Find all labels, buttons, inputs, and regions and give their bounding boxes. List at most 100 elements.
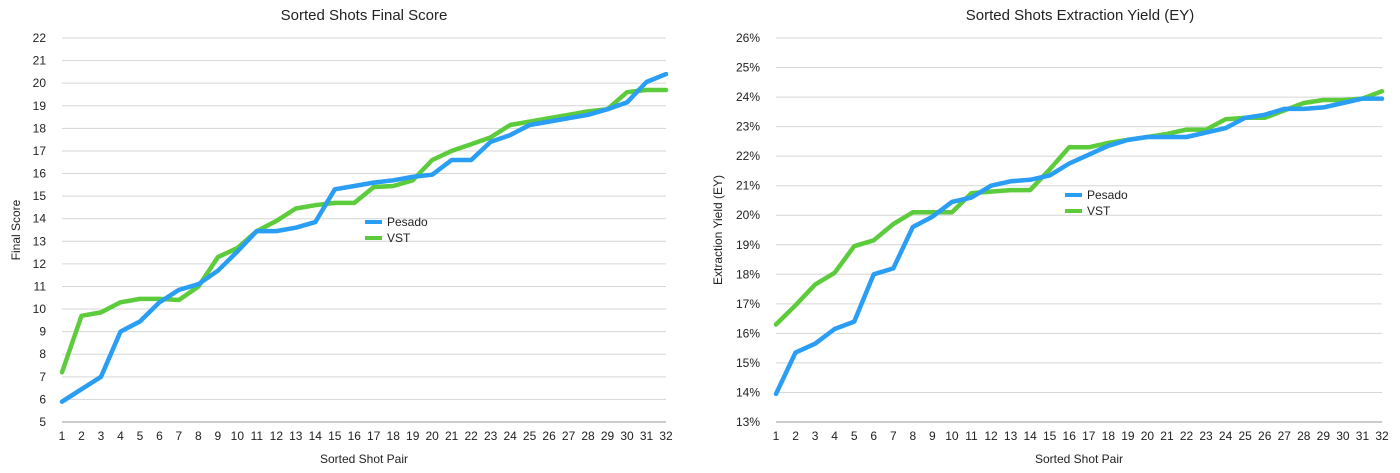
x-tick-label: 11: [965, 429, 978, 443]
y-tick-label: 19: [33, 99, 47, 113]
x-tick-label: 32: [1375, 429, 1389, 443]
x-tick-label: 12: [270, 429, 284, 443]
x-tick-label: 23: [1199, 429, 1213, 443]
y-tick-label: 15: [33, 189, 47, 203]
x-tick-label: 18: [1102, 429, 1116, 443]
x-tick-label: 11: [251, 429, 264, 443]
x-tick-label: 19: [406, 429, 420, 443]
x-tick-label: 24: [503, 429, 517, 443]
y-tick-label: 25%: [736, 61, 760, 75]
x-tick-label: 28: [581, 429, 595, 443]
x-tick-label: 20: [1141, 429, 1155, 443]
y-tick-label: 22: [33, 31, 47, 45]
x-tick-label: 7: [176, 429, 183, 443]
legend-label-pesado: Pesado: [387, 215, 428, 229]
series-line-pesado: [59, 71, 669, 404]
x-tick-label: 30: [1336, 429, 1350, 443]
x-tick-label: 8: [909, 429, 916, 443]
x-tick-label: 21: [445, 429, 459, 443]
y-tick-label: 13: [33, 234, 47, 248]
x-tick-label: 9: [929, 429, 936, 443]
x-tick-label: 10: [945, 429, 959, 443]
x-tick-label: 31: [640, 429, 654, 443]
x-tick-label: 2: [792, 429, 799, 443]
legend-label-vst: VST: [387, 231, 411, 245]
y-tick-label: 26%: [736, 31, 760, 45]
y-tick-label: 21%: [736, 179, 760, 193]
series-line-vst: [59, 87, 669, 375]
x-tick-label: 15: [1043, 429, 1057, 443]
x-tick-label: 3: [812, 429, 819, 443]
x-tick-label: 6: [156, 429, 163, 443]
x-tick-label: 7: [890, 429, 897, 443]
x-tick-label: 10: [231, 429, 245, 443]
x-tick-label: 16: [1063, 429, 1077, 443]
x-tick-label: 19: [1121, 429, 1135, 443]
series-line-pesado: [773, 96, 1385, 397]
y-tick-label: 24%: [736, 90, 760, 104]
legend-label-pesado: Pesado: [1087, 188, 1128, 202]
x-tick-label: 2: [78, 429, 85, 443]
x-tick-label: 3: [98, 429, 105, 443]
chart-title: Sorted Shots Extraction Yield (EY): [966, 7, 1194, 24]
y-tick-label: 16: [33, 167, 47, 181]
y-axis-label: Extraction Yield (EY): [711, 175, 725, 285]
x-tick-label: 1: [59, 429, 66, 443]
y-tick-label: 20%: [736, 208, 760, 222]
x-tick-label: 17: [1082, 429, 1096, 443]
extraction-yield-chart: Sorted Shots Extraction Yield (EY) 13% 14%…: [711, 7, 1389, 466]
x-tick-label: 16: [348, 429, 362, 443]
x-tick-label: 29: [1317, 429, 1331, 443]
x-tick-label: 26: [542, 429, 556, 443]
x-tick-label: 32: [659, 429, 673, 443]
y-tick-label: 18: [33, 121, 47, 135]
y-tick-label: 14: [33, 212, 47, 226]
y-tick-label: 11: [34, 279, 47, 293]
y-tick-label: 15%: [736, 356, 760, 370]
x-tick-label: 25: [1238, 429, 1252, 443]
x-tick-label: 28: [1297, 429, 1311, 443]
x-tick-label: 4: [831, 429, 838, 443]
y-tick-label: 12: [33, 257, 47, 271]
y-axis-label: Final Score: [9, 199, 23, 260]
y-tick-label: 6: [39, 392, 46, 406]
x-tick-label: 4: [117, 429, 124, 443]
x-axis-label: Sorted Shot Pair: [1035, 452, 1123, 466]
x-tick-label: 5: [137, 429, 144, 443]
x-tick-label: 15: [328, 429, 342, 443]
y-tick-label: 17: [33, 144, 47, 158]
y-tick-label: 23%: [736, 120, 760, 134]
x-tick-label: 13: [1004, 429, 1018, 443]
x-tick-label: 31: [1356, 429, 1370, 443]
y-tick-label: 19%: [736, 238, 760, 252]
y-tick-label: 7: [39, 370, 46, 384]
y-tick-label: 5: [39, 415, 46, 429]
y-tick-label: 17%: [736, 297, 760, 311]
x-tick-label: 21: [1160, 429, 1174, 443]
y-tick-label: 18%: [736, 267, 760, 281]
x-tick-label: 23: [484, 429, 498, 443]
y-tick-label: 16%: [736, 326, 760, 340]
x-tick-label: 30: [620, 429, 634, 443]
x-tick-label: 26: [1258, 429, 1272, 443]
y-tick-label: 13%: [736, 415, 760, 429]
x-tick-label: 29: [601, 429, 615, 443]
x-tick-label: 8: [195, 429, 202, 443]
chart-title: Sorted Shots Final Score: [281, 7, 448, 24]
legend-label-vst: VST: [1087, 204, 1111, 218]
x-tick-label: 22: [464, 429, 478, 443]
y-tick-label: 21: [33, 54, 47, 68]
x-tick-label: 22: [1180, 429, 1194, 443]
x-tick-label: 18: [387, 429, 401, 443]
x-tick-label: 1: [773, 429, 780, 443]
x-tick-label: 27: [1278, 429, 1292, 443]
y-tick-label: 22%: [736, 149, 760, 163]
y-tick-label: 8: [39, 347, 46, 361]
x-tick-label: 25: [523, 429, 537, 443]
x-tick-label: 5: [851, 429, 858, 443]
x-tick-label: 24: [1219, 429, 1233, 443]
x-tick-label: 27: [562, 429, 576, 443]
y-tick-label: 14%: [736, 385, 760, 399]
x-tick-label: 9: [215, 429, 222, 443]
final-score-chart: Sorted Shots Final Score5678910111213141…: [9, 7, 673, 466]
